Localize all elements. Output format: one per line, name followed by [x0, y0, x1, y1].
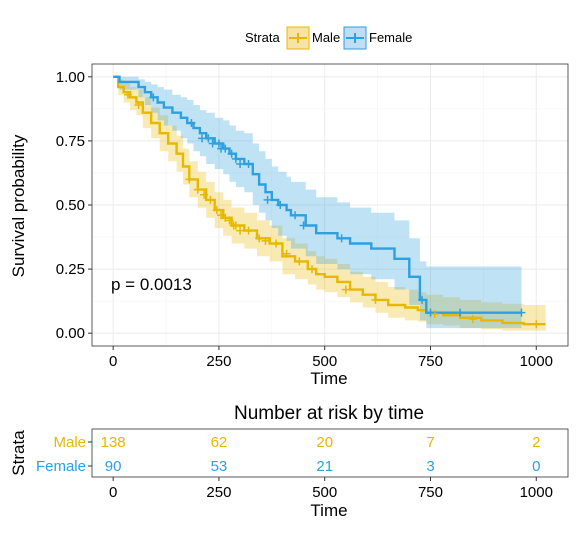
censor-mark-male: [532, 320, 541, 329]
censor-mark-male: [134, 101, 143, 110]
risk-x-tick-label: 0: [109, 484, 117, 501]
y-axis-label: Survival probability: [9, 134, 28, 277]
censor-mark-female: [214, 139, 223, 148]
risk-count-female: 53: [211, 458, 228, 475]
legend-label-female: Female: [369, 30, 412, 45]
censor-mark-female: [426, 308, 435, 317]
legend-key-female: [343, 26, 367, 50]
censor-mark-female: [418, 295, 427, 304]
censor-mark-female: [204, 134, 213, 143]
censor-mark-male: [261, 236, 270, 245]
legend: Strata Male Female: [245, 26, 412, 50]
censor-mark-female: [276, 201, 285, 209]
censor-mark-male: [185, 175, 194, 184]
survival-curves: [113, 75, 546, 326]
censor-mark-male: [308, 265, 317, 274]
censor-mark-male: [225, 216, 234, 225]
risk-table-title: Number at risk by time: [234, 403, 424, 424]
survival-curve-female: [113, 75, 522, 314]
censor-mark-female: [263, 195, 272, 204]
plot-panel: 0.00 0.25 0.50 0.75 1.00 0 250 500 750 1000 p = …: [9, 63, 569, 388]
risk-table-x-axis: 0 250 500 750 1000: [109, 477, 553, 501]
risk-table-y-label: Strata: [9, 430, 28, 476]
legend-label-male: Male: [312, 30, 340, 45]
censor-mark-male: [217, 211, 226, 220]
risk-x-tick-label: 1000: [520, 484, 553, 501]
censor-mark-male: [193, 185, 202, 194]
risk-x-tick-label: 500: [312, 484, 337, 501]
censor-mark-male: [212, 206, 221, 215]
censor-mark-male: [468, 315, 477, 324]
p-value-annotation: p = 0.0013: [111, 275, 192, 294]
censor-mark-male: [371, 295, 380, 304]
legend-key-male: [286, 26, 310, 50]
censor-mark-male: [236, 226, 245, 235]
censor-mark-male: [244, 226, 253, 235]
censor-mark-male: [200, 190, 209, 199]
censor-mark-female: [299, 221, 308, 230]
y-tick-label: 0.75: [56, 133, 85, 150]
risk-x-tick-label: 750: [418, 484, 443, 501]
censor-marks: [123, 90, 541, 329]
risk-table-rows: Male 138 62 20 7 2 Female 90 53 21 3 0: [36, 434, 540, 475]
risk-count-male: 138: [101, 434, 126, 451]
ci-ribbon-male: [113, 76, 546, 331]
risk-table: Number at risk by time Male 138 62 20 7 2 Fema…: [9, 403, 569, 520]
risk-count-male: 7: [426, 434, 434, 451]
grid: [92, 64, 568, 346]
risk-count-female: 3: [426, 458, 434, 475]
risk-count-female: 0: [532, 458, 540, 475]
censor-mark-female: [231, 154, 240, 163]
censor-mark-female: [337, 234, 346, 243]
censor-mark-male: [206, 195, 215, 204]
censor-mark-female: [291, 211, 300, 220]
risk-row-label-male: Male: [53, 434, 86, 451]
y-tick-label: 0.00: [56, 325, 85, 342]
censor-mark-female: [227, 149, 236, 158]
censor-mark-male: [272, 239, 281, 248]
x-axis: 0 250 500 750 1000: [109, 346, 553, 370]
y-axis: 0.00 0.25 0.50 0.75 1.00: [56, 69, 92, 342]
x-tick-label: 250: [206, 353, 231, 370]
x-tick-label: 750: [418, 353, 443, 370]
risk-count-male: 20: [316, 434, 333, 451]
censor-mark-male: [341, 285, 350, 294]
censor-mark-female: [187, 118, 196, 127]
legend-title: Strata: [245, 30, 280, 45]
censor-mark-female: [456, 308, 465, 317]
risk-count-male: 2: [532, 434, 540, 451]
x-tick-label: 0: [109, 353, 117, 370]
risk-row-label-female: Female: [36, 458, 86, 475]
censor-mark-male: [123, 90, 132, 99]
risk-count-female: 21: [316, 458, 333, 475]
censor-mark-female: [149, 93, 158, 102]
censor-mark-male: [255, 234, 264, 243]
x-tick-label: 500: [312, 353, 337, 370]
y-tick-label: 1.00: [56, 69, 85, 86]
censor-mark-male: [430, 309, 439, 318]
y-tick-label: 0.50: [56, 197, 85, 214]
x-axis-label: Time: [310, 369, 347, 388]
censor-mark-male: [282, 249, 291, 258]
x-tick-label: 1000: [520, 353, 553, 370]
censor-mark-female: [221, 144, 230, 153]
y-tick-label: 0.25: [56, 261, 85, 278]
censor-mark-female: [244, 159, 253, 168]
censor-mark-female: [236, 159, 245, 168]
risk-table-x-label: Time: [310, 501, 347, 520]
survival-curve-male: [113, 75, 546, 326]
risk-count-female: 90: [105, 458, 122, 475]
censor-mark-female: [517, 308, 526, 317]
censor-mark-male: [295, 257, 304, 266]
risk-x-tick-label: 250: [206, 484, 231, 501]
risk-count-male: 62: [211, 434, 228, 451]
censor-mark-male: [231, 221, 240, 230]
risk-table-panel: [91, 428, 569, 478]
censor-mark-male: [221, 213, 230, 222]
